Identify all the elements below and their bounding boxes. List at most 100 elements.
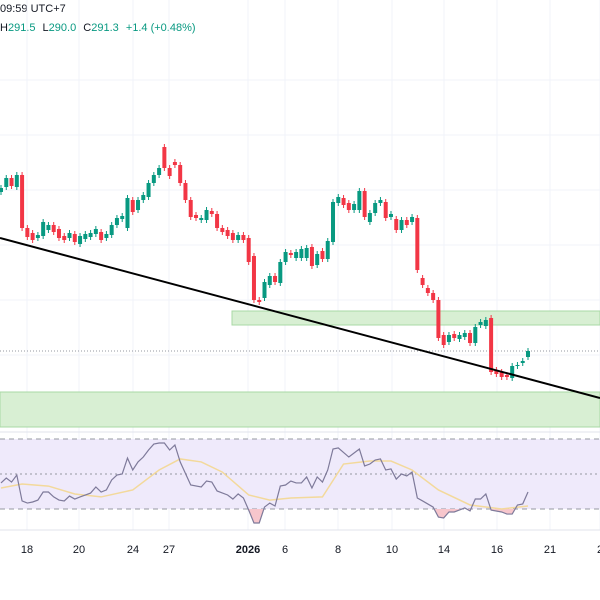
candle-body [388,214,393,217]
candle [167,165,172,179]
candle [283,249,288,265]
candle-body [436,300,441,338]
candle-body [14,175,19,187]
candle-body [383,202,388,218]
candle-body [25,228,30,237]
candle [436,297,441,341]
candle-body [167,168,172,176]
candle-body [30,233,35,240]
candle [357,188,362,213]
candle [420,275,425,288]
candle-body [130,200,135,212]
x-tick-label: 24 [127,544,139,556]
candle-body [162,147,167,168]
rsi-pane [0,438,600,524]
candle [362,188,367,220]
candle-body [67,233,72,238]
candle [331,199,336,245]
candle-body [257,300,262,302]
x-tick-label: 21 [544,544,556,556]
candle-body [283,252,288,262]
candle-body [220,228,225,232]
candle [46,222,51,233]
trendline[interactable] [0,237,600,399]
candle-body [299,249,304,258]
close-label: C [83,22,92,34]
candle [162,144,167,171]
candle-body [83,234,88,239]
candle-body [246,238,251,262]
close-value: 291.3 [91,22,119,34]
candle-body [251,256,256,300]
candle-body [104,234,109,238]
candle-body [41,222,46,236]
candle-body [346,203,351,210]
candle [125,195,130,231]
candle-body [99,232,104,240]
x-tick-label: 27 [163,544,175,556]
candle [157,165,162,178]
candle [404,217,409,228]
candle-body [499,372,504,377]
candle [146,180,151,200]
demand-zone-lower[interactable] [0,391,600,428]
rsi-ma-line [0,458,529,510]
low-label: L [42,22,49,34]
demand-zone-upper[interactable] [231,310,600,326]
candle [25,225,30,240]
candle [352,201,357,213]
candle-body [125,198,130,228]
candle-body [320,251,325,259]
candle [251,253,256,303]
candle [93,226,98,237]
candle-body [56,229,61,238]
candle [51,222,56,235]
x-tick-label: 14 [438,544,450,556]
candle [193,212,198,221]
candle-body [262,282,267,298]
candle-body [294,252,299,258]
high-value: 291.5 [7,22,36,34]
candle [151,172,156,186]
candle-body [309,247,314,266]
candle [114,215,119,228]
candle-body [193,215,198,218]
candle [183,180,188,203]
candle-body [199,218,204,220]
candle-body [410,217,415,222]
candle [515,362,520,369]
candle-body [93,229,98,234]
candle-body [20,175,25,228]
x-tick-label: 20 [73,544,85,556]
candle-body [114,218,119,225]
candle-body [415,218,420,270]
candle [0,185,3,195]
candle [457,332,462,342]
candle-body [46,225,51,230]
candle-body [215,214,220,228]
candle [20,172,25,231]
candle-body [172,162,177,165]
candle-body [136,200,141,210]
candle [415,215,420,273]
candle [294,249,299,261]
candle-body [473,327,478,343]
candle [9,175,14,189]
x-tick-label: 10 [386,544,398,556]
candle [88,230,93,240]
candle [299,246,304,261]
candle-body [367,213,372,222]
candle [341,195,346,208]
candle-body [399,220,404,230]
candle [236,232,241,243]
candle [309,244,314,269]
candle-body [209,211,214,214]
candle [462,330,467,340]
candle-body [315,254,320,265]
candle-body [151,175,156,183]
candle [67,230,72,241]
candle [220,225,225,235]
candle [510,363,515,381]
candle-body [457,335,462,339]
